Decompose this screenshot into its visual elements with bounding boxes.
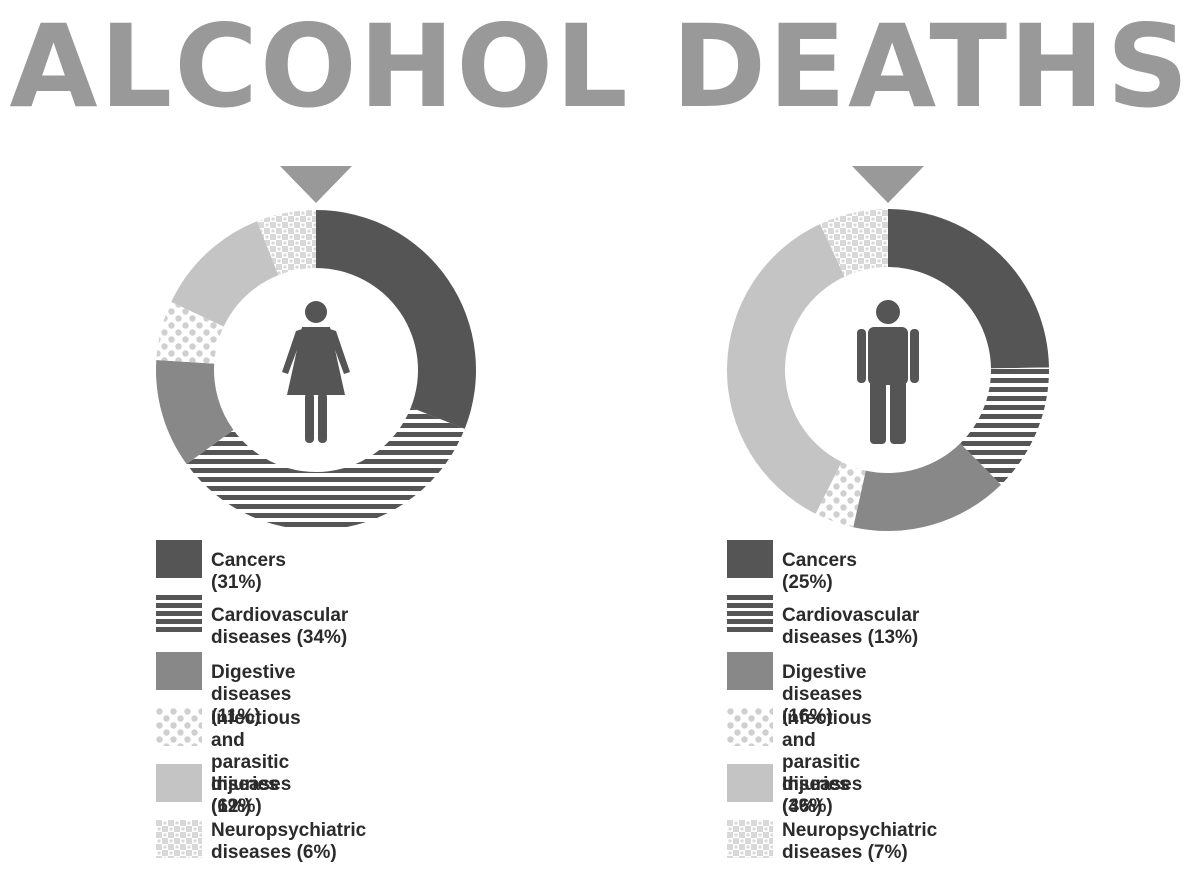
slice-digestive [156, 359, 234, 465]
legend-swatch-cardiovascular [156, 595, 202, 633]
legend-swatch-digestive [156, 652, 202, 690]
legend-label-neuropsychiatric: Neuropsychiatric diseases (6%) [211, 820, 367, 863]
legend-label-injuries: Injuries (36%) [782, 774, 850, 817]
male-donut-chart [727, 166, 1049, 531]
slice-cardiovascular [186, 407, 465, 531]
legend-label-infectious: Infectious and parasitic diseases (6%) [211, 708, 301, 817]
legend-swatch-infectious [156, 708, 202, 746]
pointer-triangle-icon [852, 166, 924, 203]
legend-label-neuropsychiatric: Neuropsychiatric diseases (7%) [782, 820, 938, 863]
legend-swatch-infectious [727, 708, 773, 746]
female-donut-chart [156, 166, 477, 531]
legend-swatch-injuries [727, 764, 773, 802]
slice-neuropsychiatric [820, 209, 888, 277]
legend-label-digestive: Digestive diseases (11%) [211, 662, 296, 727]
legend-label-digestive: Digestive diseases (16%) [782, 662, 867, 727]
page-title: ALCOHOL DEATHS [9, 0, 1191, 133]
slice-injuries [171, 221, 279, 327]
slice-injuries [727, 224, 845, 514]
legend-swatch-neuropsychiatric [156, 820, 202, 858]
legend-swatch-neuropsychiatric [727, 820, 773, 858]
legend-swatch-digestive [727, 652, 773, 690]
male-icon [857, 300, 919, 444]
legend-label-cancers: Cancers (31%) [211, 550, 286, 593]
legend-label-cancers: Cancers (25%) [782, 550, 857, 593]
slice-cancers [888, 209, 1049, 369]
slice-infectious [815, 461, 866, 528]
female-icon [282, 301, 350, 443]
slice-neuropsychiatric [257, 210, 316, 276]
legend-label-injuries: Injuries (12%) [211, 774, 279, 817]
slice-cancers [316, 210, 477, 429]
slice-cardiovascular [960, 367, 1049, 485]
slice-digestive [853, 443, 1001, 531]
legend-swatch-injuries [156, 764, 202, 802]
legend-swatch-cancers [156, 540, 202, 578]
pointer-triangle-icon [280, 166, 352, 203]
legend-swatch-cancers [727, 540, 773, 578]
legend-swatch-cardiovascular [727, 595, 773, 633]
legend-label-cardiovascular: Cardiovascular diseases (13%) [782, 605, 920, 648]
legend-label-infectious: Infectious and parasitic diseases (4%) [782, 708, 872, 817]
slice-infectious [156, 301, 224, 364]
legend-label-cardiovascular: Cardiovascular diseases (34%) [211, 605, 349, 648]
